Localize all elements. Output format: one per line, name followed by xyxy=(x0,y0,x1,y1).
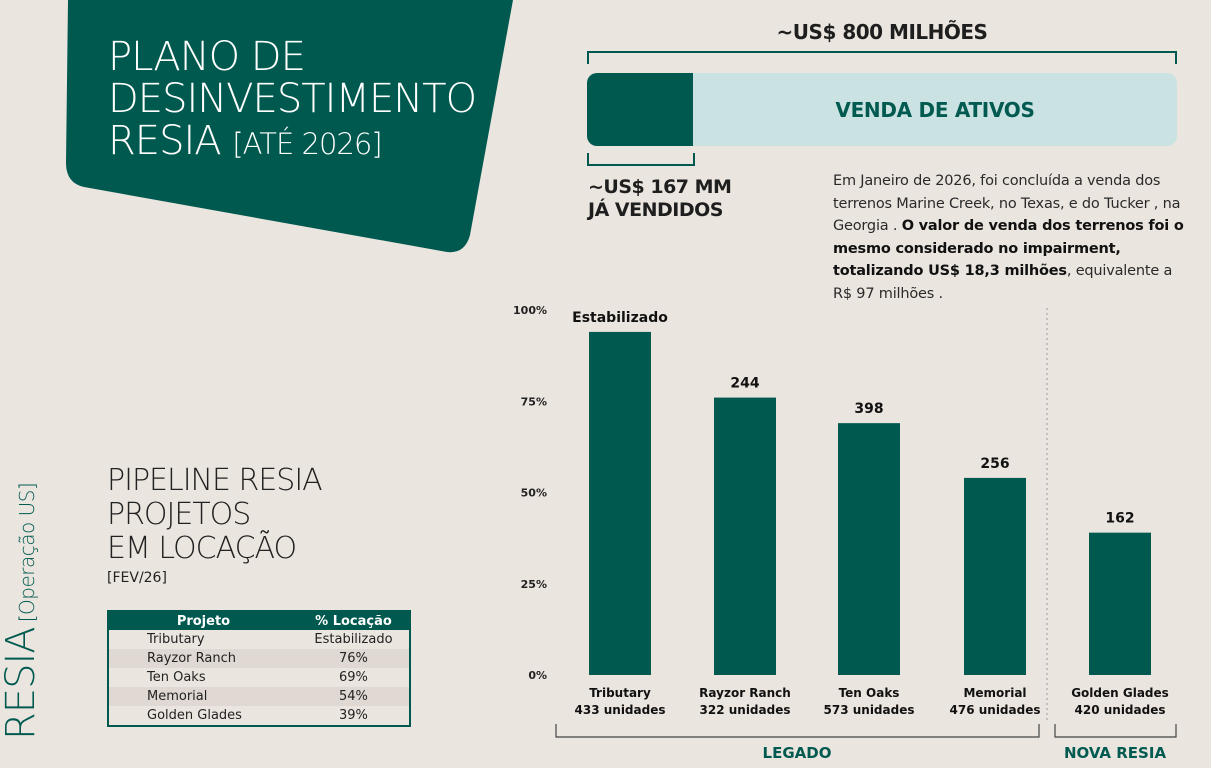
table-row: Tributary Estabilizado xyxy=(109,630,409,649)
table-cell-occupancy: 76% xyxy=(297,649,409,668)
x-category-units: 433 unidades xyxy=(575,703,666,717)
note-bold: O valor de venda dos terrenos foi o mesm… xyxy=(833,218,1184,280)
vertical-label-sub: [Operação US] xyxy=(15,482,39,623)
x-category-units: 573 unidades xyxy=(824,703,915,717)
title-banner-shape xyxy=(66,0,513,253)
x-category-units: 420 unidades xyxy=(1075,703,1166,717)
pipeline-title-line-2: PROJETOS xyxy=(107,497,251,532)
table-cell-project: Golden Glades xyxy=(147,708,242,723)
occupancy-table: Projeto % Locação Tributary Estabilizado … xyxy=(107,610,411,727)
table-cell-occupancy: 39% xyxy=(339,708,368,723)
bar-data-label: Estabilizado xyxy=(572,310,668,326)
table-header-row: Projeto % Locação xyxy=(109,612,409,630)
table-cell-project: Ten Oaks xyxy=(147,670,206,685)
sold-amount: ~US$ 167 MM xyxy=(588,176,732,198)
y-tick-label: 25% xyxy=(521,578,547,591)
pipeline-title-line-3: EM LOCAÇÃO xyxy=(107,531,297,566)
pipeline-date: [FEV/26] xyxy=(107,570,167,586)
x-category-label: Golden Glades xyxy=(1071,686,1169,700)
bar-data-label: 256 xyxy=(980,456,1009,472)
group-bracket xyxy=(1054,724,1177,738)
x-category-label: Rayzor Ranch xyxy=(699,686,791,700)
x-category-label: Ten Oaks xyxy=(839,686,900,700)
x-category-units: 476 unidades xyxy=(950,703,1041,717)
bar xyxy=(964,477,1026,675)
table-row: Golden Glades 39% xyxy=(109,706,409,725)
bar-data-label: 244 xyxy=(730,376,759,392)
asset-sale-label: VENDA DE ATIVOS xyxy=(835,97,1035,122)
x-category-label: Memorial xyxy=(963,686,1026,700)
group-label: NOVA RESIA xyxy=(1064,744,1167,762)
sold-caption: JÁ VENDIDOS xyxy=(588,199,723,221)
bar xyxy=(589,331,651,675)
table-row: Ten Oaks 69% xyxy=(109,668,409,687)
bar xyxy=(838,423,900,675)
vertical-label-main: RESIA xyxy=(0,627,44,740)
pipeline-title-line-1: PIPELINE RESIA xyxy=(107,463,323,498)
title-resia: RESIA xyxy=(108,118,222,164)
y-tick-label: 75% xyxy=(521,395,547,408)
y-tick-label: 100% xyxy=(513,304,547,317)
bar-data-label: 162 xyxy=(1105,511,1134,527)
note-text-1: Em Janeiro de 2026, foi concluída a vend… xyxy=(833,173,1181,235)
vertical-section-label: RESIA [Operação US] xyxy=(0,483,44,740)
table-cell-project: Tributary xyxy=(147,632,205,647)
table-cell-occupancy: Estabilizado xyxy=(314,632,393,647)
table-cell-occupancy: 69% xyxy=(339,670,368,685)
total-amount-label: ~US$ 800 MILHÕES xyxy=(776,20,988,44)
group-label: LEGADO xyxy=(763,744,832,762)
x-category-units: 322 unidades xyxy=(700,703,791,717)
title-period: [ATÉ 2026] xyxy=(232,127,382,161)
sale-note: Em Janeiro de 2026, foi concluída a vend… xyxy=(833,170,1193,306)
bar-data-label: 398 xyxy=(854,401,883,417)
x-category-label: Tributary xyxy=(589,686,651,700)
table-cell-project: Rayzor Ranch xyxy=(109,649,298,668)
sold-progress-fill xyxy=(587,73,693,146)
note-text-2: , equivalente a R$ 97 milhões . xyxy=(833,263,1173,302)
title-line-1: PLANO DE xyxy=(108,34,306,80)
divestment-progress-bar: VENDA DE ATIVOS xyxy=(587,73,1177,146)
table-row: Memorial 54% xyxy=(109,687,409,706)
bar xyxy=(1089,532,1151,675)
total-bracket xyxy=(587,51,1177,64)
title-line-3: RESIA [ATÉ 2026] xyxy=(108,118,383,165)
table-cell-occupancy: 54% xyxy=(297,687,409,706)
y-tick-label: 50% xyxy=(521,487,547,500)
bar xyxy=(714,397,776,675)
y-tick-label: 0% xyxy=(528,669,547,682)
table-header-occupancy: % Locação xyxy=(297,612,409,630)
sold-amount-label: ~US$ 167 MM JÁ VENDIDOS xyxy=(588,176,732,222)
table-cell-project: Memorial xyxy=(109,687,298,706)
group-bracket xyxy=(555,724,1040,738)
table-row: Rayzor Ranch 76% xyxy=(109,649,409,668)
sold-bracket xyxy=(587,153,695,166)
table-header-project: Projeto xyxy=(109,612,298,630)
title-line-2: DESINVESTIMENTO xyxy=(108,76,477,122)
